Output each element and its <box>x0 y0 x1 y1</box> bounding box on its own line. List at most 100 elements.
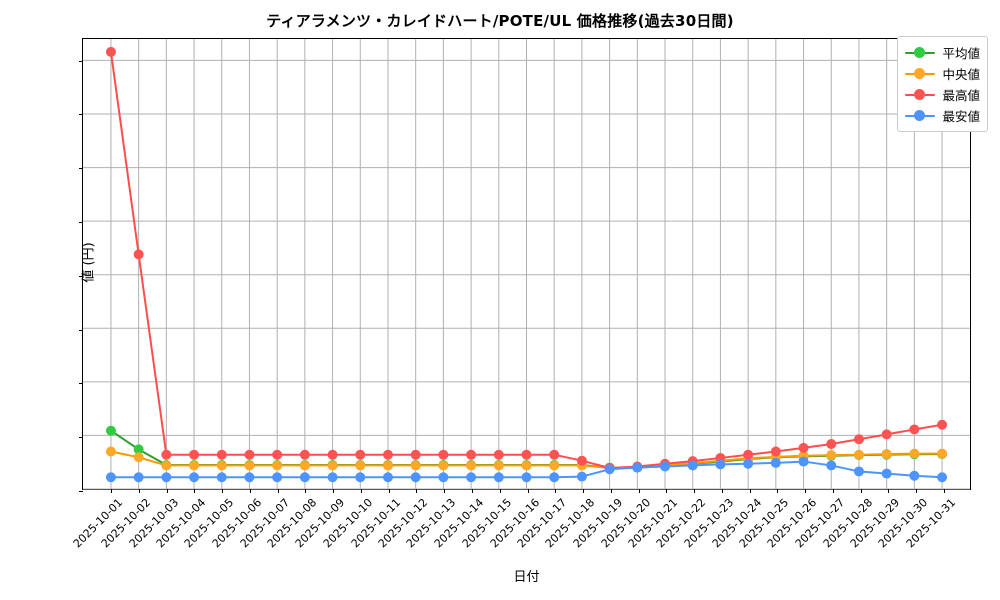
data-point <box>327 449 338 460</box>
data-point <box>272 472 283 483</box>
data-point <box>272 460 283 471</box>
series-line <box>109 50 944 469</box>
data-point <box>189 460 200 471</box>
data-point <box>770 457 781 468</box>
legend-item-3[interactable]: 最高値 <box>905 84 980 105</box>
data-point <box>327 472 338 483</box>
y-tick-mark <box>79 221 83 223</box>
data-point <box>576 455 587 466</box>
data-point <box>881 449 892 460</box>
x-tick-mark <box>471 489 473 493</box>
data-point <box>632 462 643 473</box>
data-point <box>216 460 227 471</box>
data-point <box>604 464 615 475</box>
data-point <box>355 472 366 483</box>
data-point <box>355 449 366 460</box>
data-point <box>299 460 310 471</box>
chart-legend: 平均値中央値最高値最安値 <box>897 36 988 132</box>
legend-item-2[interactable]: 中央値 <box>905 63 980 84</box>
data-point <box>853 466 864 477</box>
data-point <box>189 472 200 483</box>
x-tick-mark <box>777 489 779 493</box>
x-tick-mark <box>416 489 418 493</box>
data-point <box>105 472 116 483</box>
data-point <box>521 449 532 460</box>
data-point <box>133 472 144 483</box>
x-tick-mark <box>944 489 945 493</box>
data-point <box>133 249 144 260</box>
data-point <box>133 444 144 455</box>
data-point <box>493 460 504 471</box>
data-point <box>466 472 477 483</box>
legend-label: 最安値 <box>942 109 980 124</box>
data-point <box>355 460 366 471</box>
data-point <box>438 460 449 471</box>
data-point <box>826 460 837 471</box>
data-point <box>853 449 864 460</box>
data-point <box>410 460 421 471</box>
x-tick-mark <box>860 489 862 493</box>
data-point <box>216 449 227 460</box>
x-tick-mark <box>249 489 251 493</box>
x-tick-mark <box>721 489 723 493</box>
data-point <box>410 472 421 483</box>
data-point <box>715 459 726 470</box>
data-point <box>438 449 449 460</box>
data-point <box>244 449 255 460</box>
data-point <box>576 471 587 482</box>
x-tick-mark <box>444 489 446 493</box>
legend-label: 中央値 <box>942 67 980 82</box>
data-point <box>105 446 116 457</box>
data-point <box>272 449 283 460</box>
x-tick-mark <box>638 489 640 493</box>
data-point <box>743 449 754 460</box>
x-tick-mark <box>583 489 585 493</box>
y-axis-label: 値 (円) <box>81 242 97 283</box>
data-point <box>521 472 532 483</box>
x-tick-mark <box>388 489 390 493</box>
x-tick-mark <box>138 489 140 493</box>
data-point <box>937 472 948 483</box>
data-point <box>161 460 172 471</box>
x-tick-mark <box>277 489 279 493</box>
data-point <box>770 446 781 457</box>
data-point <box>687 460 698 471</box>
legend-item-1[interactable]: 平均値 <box>905 42 980 63</box>
y-tick-mark <box>79 329 83 331</box>
data-point <box>327 460 338 471</box>
data-point <box>438 472 449 483</box>
data-point <box>743 458 754 469</box>
data-point <box>881 429 892 440</box>
data-point <box>798 456 809 467</box>
series-4 <box>105 456 948 483</box>
x-tick-mark <box>666 489 668 493</box>
data-point <box>521 460 532 471</box>
legend-swatch-icon <box>905 46 936 60</box>
data-point <box>909 470 920 481</box>
data-point <box>382 472 393 483</box>
data-point <box>161 449 172 460</box>
x-axis-label: 日付 <box>513 570 540 585</box>
data-point <box>133 452 144 463</box>
y-tick-mark <box>79 383 83 385</box>
data-point <box>493 472 504 483</box>
legend-item-4[interactable]: 最安値 <box>905 105 980 126</box>
legend-label: 平均値 <box>942 46 980 61</box>
x-tick-mark <box>333 489 335 493</box>
data-point <box>493 449 504 460</box>
data-point <box>382 449 393 460</box>
x-tick-mark <box>694 489 696 493</box>
y-tick-mark <box>79 275 83 277</box>
x-tick-mark <box>832 489 834 493</box>
data-point <box>244 472 255 483</box>
data-point <box>937 419 948 430</box>
data-point <box>189 449 200 460</box>
data-point <box>466 460 477 471</box>
data-point <box>549 460 560 471</box>
x-tick-mark <box>916 489 918 493</box>
y-tick-mark <box>79 114 83 116</box>
data-point <box>244 460 255 471</box>
data-point <box>826 439 837 449</box>
y-tick-mark <box>79 168 83 170</box>
